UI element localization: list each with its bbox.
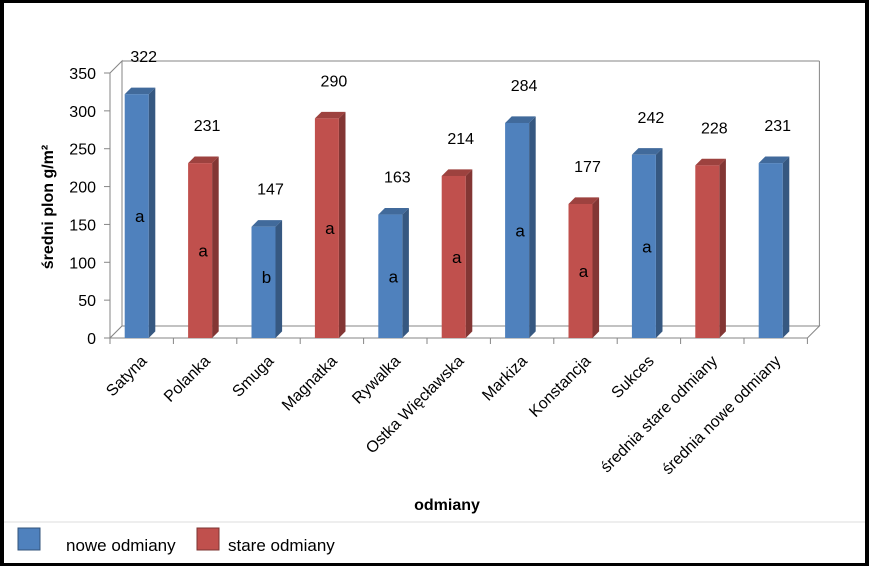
bar-side	[212, 156, 219, 338]
bars	[124, 87, 790, 338]
data-label: 177	[574, 159, 601, 176]
bar-front	[251, 226, 276, 338]
bar-side	[402, 207, 409, 338]
bar	[124, 87, 156, 338]
legend-swatch	[196, 527, 220, 551]
bar-side	[338, 111, 346, 338]
bar-top	[631, 148, 663, 155]
bar-top	[124, 87, 156, 95]
significance-letter: a	[579, 262, 589, 281]
y-tick-label: 50	[78, 293, 96, 310]
y-tick-label: 150	[69, 217, 96, 234]
bar-front	[505, 122, 530, 338]
y-tick-label: 0	[87, 331, 96, 348]
y-tick-label: 350	[69, 66, 96, 83]
significance-letter: a	[135, 207, 145, 226]
data-label: 147	[257, 182, 284, 199]
significance-letter: a	[325, 219, 335, 238]
y-axis-ticks: 0 50 100 150 200 250 300 350	[69, 66, 808, 348]
data-label: 228	[701, 120, 728, 137]
bar	[758, 156, 790, 338]
bar	[631, 148, 663, 338]
significance-letter: a	[515, 221, 525, 240]
x-axis-label: odmiany	[414, 497, 480, 514]
y-tick-label: 300	[69, 104, 96, 121]
bar	[378, 207, 409, 338]
bar	[441, 169, 473, 338]
legend-item: nowe odmiany	[17, 527, 176, 555]
bar-top	[441, 169, 473, 176]
bar-side	[148, 87, 156, 338]
value-labels: 322 231 147 290 163 214 284 177 242 228 231	[130, 49, 791, 199]
bar-front	[631, 154, 656, 338]
bar-top	[695, 158, 726, 166]
data-label: 290	[321, 73, 348, 90]
y-axis-label: średni plon g/m²	[40, 145, 57, 269]
bar-top	[188, 156, 219, 164]
bar	[188, 156, 219, 338]
bar	[568, 197, 600, 338]
bar-top	[568, 197, 600, 204]
bar-side	[275, 220, 283, 338]
data-label: 242	[638, 110, 665, 127]
bar-top	[314, 111, 346, 119]
y-tick-label: 200	[69, 180, 96, 197]
legend-item: stare odmiany	[196, 527, 335, 555]
significance-letter: a	[642, 237, 652, 256]
bar-side	[529, 116, 536, 338]
bar-front	[441, 175, 466, 338]
bar-front	[124, 94, 149, 338]
bar-front	[568, 203, 593, 338]
y-tick-label: 100	[69, 255, 96, 272]
bar	[314, 111, 346, 338]
bar-side	[782, 156, 790, 338]
data-label: 231	[764, 118, 791, 135]
bar-top	[758, 156, 790, 164]
bar-top	[378, 207, 409, 215]
significance-letters: a a b a a a a a a	[135, 207, 652, 287]
data-label: 214	[447, 131, 474, 148]
legend-label: nowe odmiany	[66, 536, 176, 555]
data-label: 231	[194, 118, 221, 135]
legend-swatch	[17, 527, 41, 551]
bar-side	[719, 158, 726, 338]
bar-front	[188, 163, 213, 338]
significance-letter: a	[389, 267, 399, 286]
bar	[695, 158, 726, 338]
bar-top	[505, 116, 536, 123]
bar-side	[655, 148, 663, 338]
bar-front	[695, 165, 720, 338]
bar-front	[314, 118, 339, 338]
side-wall	[109, 59, 123, 340]
bar-side	[592, 197, 600, 338]
y-tick-label: 250	[69, 142, 96, 159]
bar-side	[465, 169, 473, 338]
bar	[505, 116, 536, 338]
significance-letter: a	[452, 248, 462, 267]
data-label: 322	[130, 49, 157, 66]
significance-letter: a	[198, 242, 208, 261]
bar-front	[378, 214, 403, 338]
bar-front	[758, 163, 783, 338]
significance-letter: b	[262, 268, 271, 287]
bar	[251, 220, 283, 338]
data-label: 163	[384, 170, 411, 187]
legend-label: stare odmiany	[228, 536, 335, 555]
data-label: 284	[511, 78, 538, 95]
legend: nowe odmiany stare odmiany	[4, 521, 865, 555]
bar-top	[251, 220, 283, 227]
